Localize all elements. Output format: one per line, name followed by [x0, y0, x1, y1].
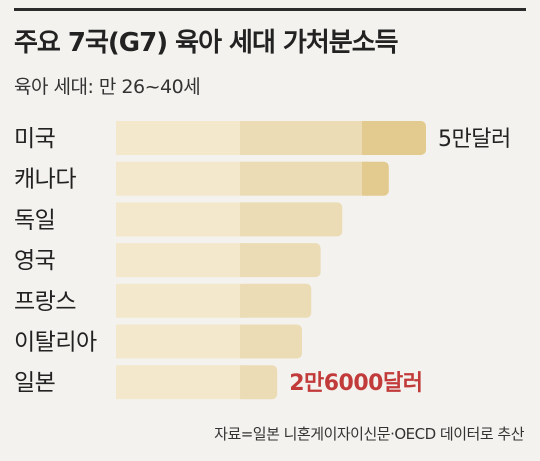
bar-row: 영국 [14, 243, 321, 278]
bar [116, 121, 426, 155]
source-note: 자료=일본 니혼게이자이신문·OECD 데이터로 추산 [214, 425, 524, 443]
value-label: 5만달러 [438, 127, 511, 152]
category-label: 이탈리아 [14, 330, 97, 356]
bar [116, 161, 389, 196]
bar-row: 캐나다 [14, 161, 389, 196]
bar-row: 미국 5만달러 [14, 121, 511, 155]
category-label: 프랑스 [14, 289, 76, 315]
bar [116, 365, 278, 400]
category-label: 일본 [14, 370, 55, 396]
category-label: 미국 [14, 126, 55, 152]
bar-row: 프랑스 [14, 283, 312, 318]
bar [116, 324, 302, 359]
category-label: 영국 [14, 248, 55, 274]
bar [116, 243, 321, 278]
bar-row: 이탈리아 [14, 324, 302, 359]
bar [116, 283, 312, 318]
bar-row: 일본 2만6000달러 [14, 365, 423, 400]
category-label: 독일 [14, 207, 55, 233]
chart-title: 주요 7국(G7) 육아 세대 가처분소득 [14, 28, 399, 58]
bar-row: 독일 [14, 202, 343, 237]
top-rule [14, 8, 526, 11]
value-label: 2만6000달러 [289, 371, 422, 396]
bar [116, 202, 343, 237]
chart-subtitle: 육아 세대: 만 26~40세 [14, 76, 201, 98]
category-label: 캐나다 [14, 167, 76, 193]
